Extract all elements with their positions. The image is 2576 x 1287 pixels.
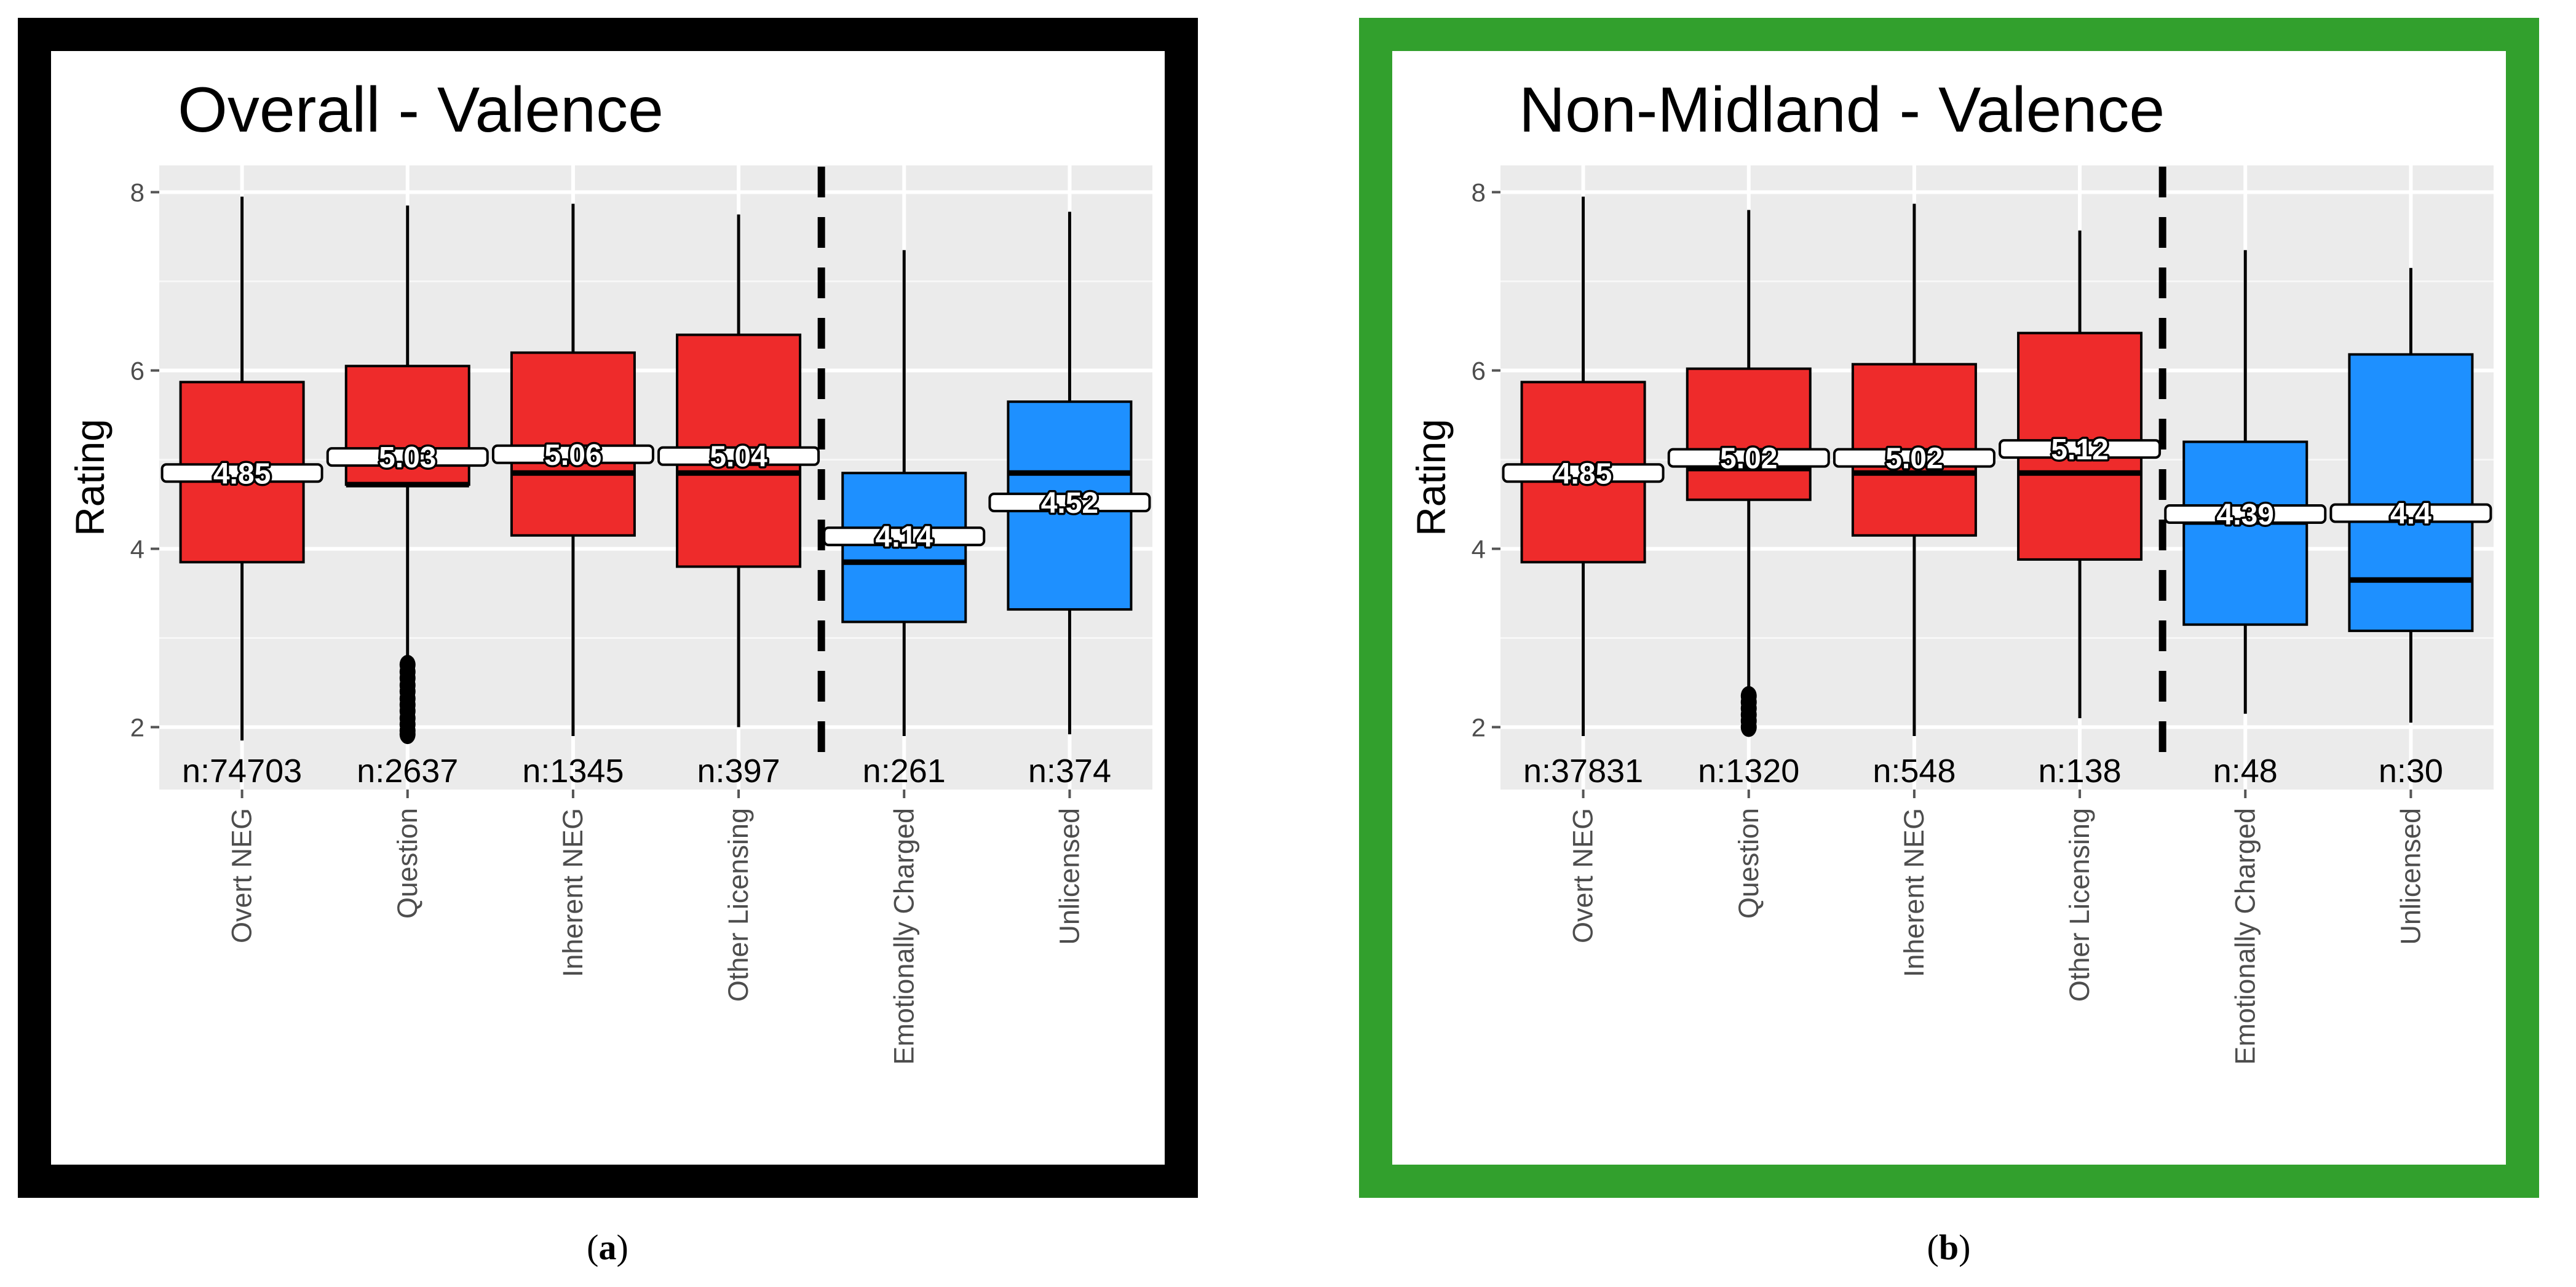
mean-marker: [1833, 448, 1995, 468]
chart-overall-valence: Overall - Valence 2 4 6 8 Rating 4.85 5.03 5.06 5…: [18, 18, 1198, 1198]
panel-a: Overall - Valence 2 4 6 8 Rating 4.85 5.03 5.06 5…: [18, 18, 1198, 1198]
count-label: n:37831: [1523, 753, 1643, 790]
count-label: n:138: [2039, 753, 2122, 790]
chart-non-midland-valence: Non-Midland - Valence 2 4 6 8 Rating 4.85 5.02 5…: [1359, 18, 2539, 1198]
mean-marker: [657, 446, 820, 466]
count-label: n:48: [2213, 753, 2278, 790]
mean-marker: [2329, 503, 2492, 523]
y-tick-label: 8: [130, 178, 145, 207]
x-tick-label: Other Licensing: [2064, 808, 2095, 1002]
subcaption-a: (a): [587, 1227, 628, 1267]
mean-marker: [2164, 504, 2327, 524]
y-axis-label: Rating: [67, 419, 113, 536]
x-tick-label: Overt NEG: [1567, 808, 1599, 943]
mean-label: 5.03: [379, 442, 436, 474]
y-axis-label: Rating: [1408, 419, 1454, 536]
x-tick-label: Question: [1733, 808, 1764, 919]
mean-label: 4.39: [2217, 499, 2274, 531]
mean-marker: [326, 447, 489, 467]
y-tick-label: 4: [130, 535, 145, 564]
panel-b: Non-Midland - Valence 2 4 6 8 Rating 4.85 5.02 5…: [1359, 18, 2539, 1198]
mean-label: 5.04: [710, 441, 767, 473]
count-label: n:2637: [357, 753, 458, 790]
chart-title: Non-Midland - Valence: [1519, 74, 2165, 146]
count-label: n:374: [1028, 753, 1111, 790]
mean-marker: [1999, 439, 2162, 459]
x-tick-label: Emotionally Charged: [2229, 808, 2261, 1065]
mean-label: 5.02: [1720, 443, 1777, 475]
y-tick-label: 8: [1472, 178, 1486, 207]
x-tick-label: Emotionally Charged: [888, 808, 919, 1065]
mean-label: 4.14: [876, 521, 933, 553]
box: [2182, 440, 2308, 626]
x-tick-label: Unlicensed: [2395, 808, 2426, 945]
mean-label: 4.85: [1555, 457, 1612, 490]
count-label: n:74703: [182, 753, 302, 790]
subcaption-b: (b): [1927, 1227, 1971, 1267]
mean-marker: [988, 493, 1151, 513]
y-tick-label: 2: [130, 713, 145, 742]
mean-marker: [491, 444, 654, 464]
box: [1686, 367, 1812, 501]
mean-marker: [823, 526, 986, 547]
x-tick-label: Inherent NEG: [1898, 808, 1930, 977]
y-tick-label: 2: [1472, 713, 1486, 742]
x-tick-label: Inherent NEG: [557, 808, 589, 977]
count-label: n:1345: [522, 753, 624, 790]
box: [841, 472, 967, 624]
mean-label: 5.06: [544, 439, 601, 472]
outlier-point: [399, 724, 416, 745]
x-tick-label: Unlicensed: [1053, 808, 1085, 945]
mean-marker: [1502, 463, 1665, 483]
y-tick-label: 6: [130, 357, 145, 386]
mean-label: 4.52: [1041, 487, 1098, 520]
y-tick-label: 6: [1472, 357, 1486, 386]
box: [2348, 353, 2474, 632]
y-tick-label: 4: [1472, 535, 1486, 564]
outlier-point: [1740, 717, 1757, 737]
plot-panel: [159, 165, 1152, 790]
plot-panel: [1500, 165, 2494, 790]
count-label: n:397: [697, 753, 780, 790]
count-label: n:548: [1873, 753, 1956, 790]
box: [510, 351, 636, 537]
x-tick-label: Question: [392, 808, 423, 919]
x-tick-label: Other Licensing: [723, 808, 754, 1002]
mean-label: 4.85: [213, 457, 271, 490]
mean-label: 5.12: [2051, 434, 2108, 466]
chart-title: Overall - Valence: [178, 74, 664, 146]
count-label: n:1320: [1698, 753, 1799, 790]
mean-label: 4.4: [2390, 498, 2431, 531]
mean-marker: [1667, 448, 1830, 468]
x-tick-label: Overt NEG: [226, 808, 258, 943]
count-label: n:261: [863, 753, 946, 790]
mean-marker: [161, 463, 323, 483]
mean-label: 5.02: [1885, 443, 1943, 475]
count-label: n:30: [2379, 753, 2443, 790]
